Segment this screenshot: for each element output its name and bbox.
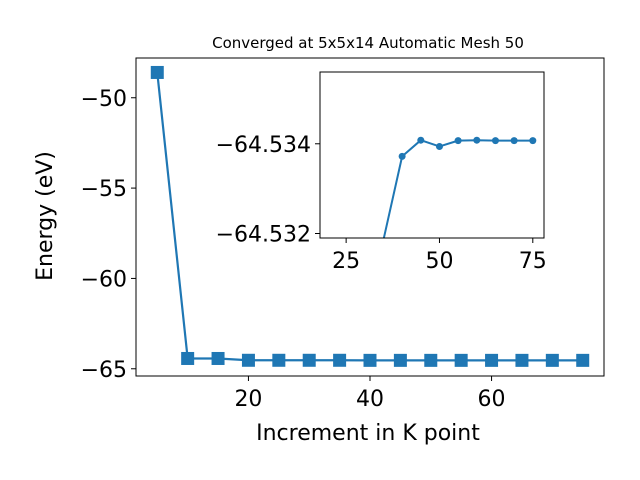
main-data-point [302, 353, 316, 367]
inset-x-tick-label: 50 [425, 249, 453, 274]
main-data-point [393, 353, 407, 367]
main-data-point [181, 351, 195, 365]
main-data-point [333, 353, 347, 367]
main-data-point [545, 353, 559, 367]
chart-title: Converged at 5x5x14 Automatic Mesh 50 [212, 34, 524, 52]
main-data-point [150, 65, 164, 79]
main-y-tick-label: −60 [81, 267, 127, 292]
main-y-tick-label: −50 [81, 87, 127, 112]
inset-data-point [398, 152, 406, 160]
main-x-tick-label: 20 [234, 387, 262, 412]
inset-y-tick-label: −64.532 [216, 223, 311, 248]
main-x-tick-label: 60 [478, 387, 506, 412]
inset-x-tick-label: 75 [519, 249, 547, 274]
inset-data-point [473, 136, 481, 144]
main-y-tick-label: −65 [81, 358, 127, 383]
main-data-point [515, 353, 529, 367]
main-data-point [363, 353, 377, 367]
inset-data-point [491, 137, 499, 145]
inset-data-point [529, 137, 537, 145]
main-data-point [485, 353, 499, 367]
inset-data-point [454, 137, 462, 145]
inset-y-tick-label: −64.534 [216, 133, 311, 158]
x-axis-label: Increment in K point [256, 421, 480, 446]
inset-plot: 25 50 75 −64.534 −64.532 [216, 71, 547, 327]
main-x-tick-label: 40 [356, 387, 384, 412]
main-data-point [211, 351, 225, 365]
main-plot: 20 40 60 −50 −55 −60 −65 [81, 57, 605, 412]
main-data-point [576, 353, 590, 367]
main-y-tick-label: −55 [81, 177, 127, 202]
main-data-point [454, 353, 468, 367]
inset-frame [319, 71, 545, 239]
main-data-point [272, 353, 286, 367]
inset-background [320, 72, 544, 238]
y-axis-label: Energy (eV) [33, 151, 58, 281]
main-data-point [241, 353, 255, 367]
inset-data-point [435, 142, 443, 150]
main-data-point [424, 353, 438, 367]
inset-data-point [417, 136, 425, 144]
inset-data-point [361, 320, 368, 327]
inset-x-tick-label: 25 [332, 249, 360, 274]
inset-data-point [510, 137, 518, 145]
